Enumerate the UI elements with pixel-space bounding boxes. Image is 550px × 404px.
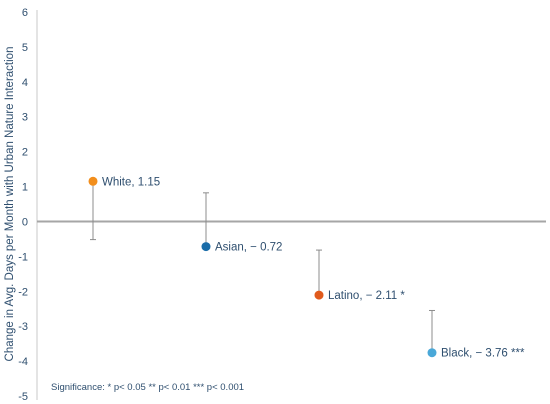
- data-point-group: Latino, − 2.11 *: [314, 249, 405, 302]
- y-tick-label: -1: [18, 251, 28, 263]
- y-tick-label: 2: [22, 147, 28, 159]
- y-tick-label: 0: [22, 216, 28, 228]
- y-tick-label: 5: [22, 42, 28, 54]
- data-point-label: White, 1.15: [102, 176, 160, 188]
- data-point-label: Latino, − 2.11 *: [328, 290, 405, 302]
- y-tick-label: -4: [18, 356, 28, 368]
- y-tick-label: 1: [22, 182, 28, 194]
- data-point-label: Black, − 3.76 ***: [441, 348, 525, 360]
- data-point-marker: [88, 176, 98, 186]
- y-tick-labels: 6 5 4 3 2 1 0 -1 -2 -3 -4 -5: [18, 7, 28, 403]
- y-axis-title: Change in Avg. Days per Month with Urban…: [4, 47, 16, 362]
- y-tick-label: -2: [18, 286, 28, 298]
- data-points: White, 1.15 Asian, − 0.72 Latino, − 2.11 *…: [88, 176, 525, 360]
- data-point-marker: [201, 242, 211, 252]
- y-tick-label: 6: [22, 7, 28, 19]
- data-point-marker: [427, 348, 437, 358]
- data-point-group: Black, − 3.76 ***: [427, 309, 525, 360]
- y-tick-label: -3: [18, 321, 28, 333]
- data-point-group: White, 1.15: [88, 176, 160, 241]
- data-point-label: Asian, − 0.72: [215, 242, 282, 254]
- y-tick-label: -5: [18, 391, 28, 403]
- data-point-group: Asian, − 0.72: [201, 192, 282, 254]
- significance-note: Significance: * p< 0.05 ** p< 0.01 *** p…: [51, 382, 244, 393]
- data-point-marker: [314, 290, 324, 300]
- y-tick-label: 4: [22, 77, 28, 89]
- y-tick-label: 3: [22, 112, 28, 124]
